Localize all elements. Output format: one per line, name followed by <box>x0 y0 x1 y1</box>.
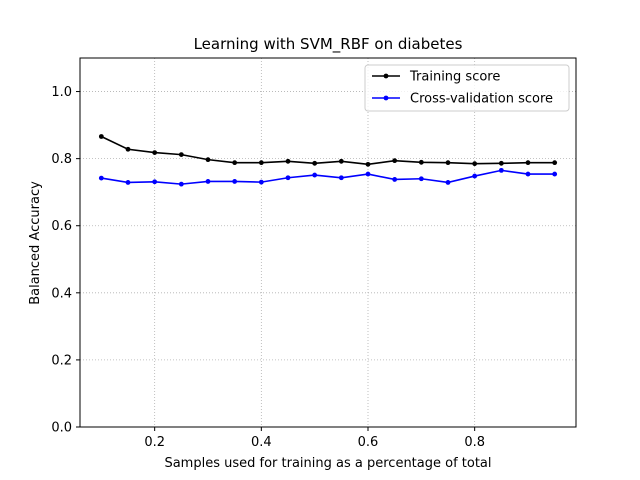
y-tick-label: 0.2 <box>51 353 72 368</box>
legend-box <box>364 64 570 112</box>
cross-validation-score-point <box>312 172 318 178</box>
chart-title: Learning with SVM_RBF on diabetes <box>194 35 463 54</box>
y-tick-label: 0.6 <box>51 219 72 234</box>
x-axis-ticks: 0.2 0.4 0.6 0.8 <box>144 427 485 450</box>
training-score-point <box>178 152 184 158</box>
x-tick-label: 0.6 <box>358 435 379 450</box>
training-score-point <box>338 158 344 164</box>
training-score-point <box>125 146 131 152</box>
y-axis-title: Balanced Accuracy <box>28 181 43 305</box>
training-score-line <box>100 135 555 166</box>
training-score-point <box>152 150 158 155</box>
x-tick-label: 0.8 <box>464 435 485 450</box>
legend-cv-marker <box>383 95 389 101</box>
cross-validation-score-point <box>178 181 184 187</box>
y-tick-label: 0.4 <box>51 286 72 301</box>
y-tick-label: 0.8 <box>51 152 72 167</box>
legend-cv-label: Cross-validation score <box>410 92 553 107</box>
training-score-point <box>205 157 211 163</box>
cross-validation-score-point <box>552 171 558 177</box>
cross-validation-score-point <box>418 176 424 182</box>
cross-validation-score-point <box>232 179 238 184</box>
training-score-point <box>418 159 424 165</box>
cross-validation-score-point <box>525 171 531 177</box>
cross-validation-score-point <box>285 175 291 181</box>
legend: Training score Cross-validation score <box>364 64 570 112</box>
cross-validation-score-line <box>101 169 555 185</box>
training-score-point <box>312 160 318 166</box>
cross-validation-score-point <box>338 175 344 181</box>
cross-validation-score-point <box>125 180 131 185</box>
cross-validation-score-point <box>365 171 371 177</box>
legend-training-label: Training score <box>409 70 500 85</box>
training-score-point <box>525 160 531 166</box>
x-axis-title: Samples used for training as a percentag… <box>164 456 491 471</box>
cross-validation-score-point <box>258 179 264 185</box>
y-axis-ticks: 0.0 0.2 0.4 0.6 0.8 1.0 <box>51 85 80 436</box>
training-score-point <box>365 161 371 167</box>
training-score-point <box>232 160 238 166</box>
series-layer <box>98 134 558 187</box>
training-score-point <box>258 160 264 166</box>
training-score-point <box>285 158 291 164</box>
y-tick-label: 1.0 <box>51 85 72 100</box>
training-score-point <box>498 160 504 166</box>
x-tick-label: 0.4 <box>251 435 272 450</box>
cross-validation-score-point <box>205 179 211 184</box>
cross-validation-score-point <box>498 167 504 173</box>
x-tick-label: 0.2 <box>144 435 165 450</box>
legend-training-marker <box>383 73 389 79</box>
training-score-point <box>392 158 398 164</box>
cross-validation-score-point <box>98 175 104 181</box>
plot-frame <box>79 57 577 428</box>
training-score-point <box>552 160 558 166</box>
training-score-point <box>445 160 451 166</box>
cross-validation-score-point <box>392 177 398 182</box>
cross-validation-score-point <box>445 180 451 185</box>
training-score-point <box>472 161 478 167</box>
cross-validation-score-point <box>152 179 158 185</box>
cross-validation-score-point <box>472 173 478 179</box>
y-tick-label: 0.0 <box>51 421 72 436</box>
training-score-point <box>98 134 104 139</box>
